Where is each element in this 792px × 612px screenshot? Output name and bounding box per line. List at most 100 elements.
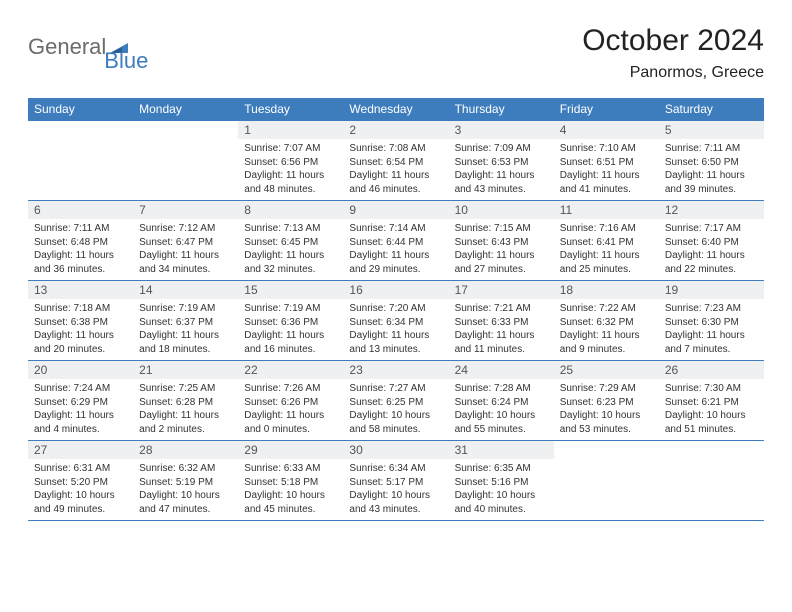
- daylight-line: Daylight: 11 hours and 11 minutes.: [455, 329, 548, 356]
- day-body: Sunrise: 7:28 AMSunset: 6:24 PMDaylight:…: [449, 379, 554, 440]
- day-body: Sunrise: 7:22 AMSunset: 6:32 PMDaylight:…: [554, 299, 659, 360]
- daylight-line: Daylight: 11 hours and 27 minutes.: [455, 249, 548, 276]
- day-body: Sunrise: 7:12 AMSunset: 6:47 PMDaylight:…: [133, 219, 238, 280]
- day-cell: 2Sunrise: 7:08 AMSunset: 6:54 PMDaylight…: [343, 121, 448, 201]
- daylight-line: Daylight: 11 hours and 32 minutes.: [244, 249, 337, 276]
- sunset-line: Sunset: 6:30 PM: [665, 316, 758, 330]
- day-number: 26: [659, 361, 764, 379]
- sunset-line: Sunset: 6:26 PM: [244, 396, 337, 410]
- daylight-line: Daylight: 11 hours and 13 minutes.: [349, 329, 442, 356]
- sunset-line: Sunset: 6:40 PM: [665, 236, 758, 250]
- day-cell: 13Sunrise: 7:18 AMSunset: 6:38 PMDayligh…: [28, 281, 133, 361]
- sunrise-line: Sunrise: 6:32 AM: [139, 462, 232, 476]
- sunrise-line: Sunrise: 7:17 AM: [665, 222, 758, 236]
- day-body: Sunrise: 7:17 AMSunset: 6:40 PMDaylight:…: [659, 219, 764, 280]
- day-cell: 14Sunrise: 7:19 AMSunset: 6:37 PMDayligh…: [133, 281, 238, 361]
- sunrise-line: Sunrise: 7:30 AM: [665, 382, 758, 396]
- day-number: 7: [133, 201, 238, 219]
- location: Panormos, Greece: [582, 64, 764, 82]
- empty-cell: [659, 441, 764, 521]
- day-body: Sunrise: 7:27 AMSunset: 6:25 PMDaylight:…: [343, 379, 448, 440]
- day-body: Sunrise: 7:24 AMSunset: 6:29 PMDaylight:…: [28, 379, 133, 440]
- daylight-line: Daylight: 10 hours and 51 minutes.: [665, 409, 758, 436]
- day-number: 13: [28, 281, 133, 299]
- day-number: 22: [238, 361, 343, 379]
- daylight-line: Daylight: 10 hours and 40 minutes.: [455, 489, 548, 516]
- daylight-line: Daylight: 11 hours and 9 minutes.: [560, 329, 653, 356]
- day-body: Sunrise: 7:23 AMSunset: 6:30 PMDaylight:…: [659, 299, 764, 360]
- day-number: 11: [554, 201, 659, 219]
- day-body: Sunrise: 7:11 AMSunset: 6:48 PMDaylight:…: [28, 219, 133, 280]
- day-cell: 30Sunrise: 6:34 AMSunset: 5:17 PMDayligh…: [343, 441, 448, 521]
- day-cell: 3Sunrise: 7:09 AMSunset: 6:53 PMDaylight…: [449, 121, 554, 201]
- header: General Blue October 2024 Panormos, Gree…: [28, 24, 764, 82]
- empty-cell: [28, 121, 133, 201]
- day-body: Sunrise: 7:29 AMSunset: 6:23 PMDaylight:…: [554, 379, 659, 440]
- sunset-line: Sunset: 6:25 PM: [349, 396, 442, 410]
- day-cell: 11Sunrise: 7:16 AMSunset: 6:41 PMDayligh…: [554, 201, 659, 281]
- day-cell: 19Sunrise: 7:23 AMSunset: 6:30 PMDayligh…: [659, 281, 764, 361]
- day-cell: 26 Sunrise: 7:30 AMSunset: 6:21 PMDayligh…: [659, 361, 764, 441]
- sunset-line: Sunset: 6:36 PM: [244, 316, 337, 330]
- sunset-line: Sunset: 5:18 PM: [244, 476, 337, 490]
- day-number: 4: [554, 121, 659, 139]
- day-number: 29: [238, 441, 343, 459]
- sunset-line: Sunset: 6:34 PM: [349, 316, 442, 330]
- daylight-line: Daylight: 10 hours and 47 minutes.: [139, 489, 232, 516]
- sunrise-line: Sunrise: 7:19 AM: [139, 302, 232, 316]
- sunset-line: Sunset: 5:16 PM: [455, 476, 548, 490]
- sunrise-line: Sunrise: 7:10 AM: [560, 142, 653, 156]
- daylight-line: Daylight: 10 hours and 43 minutes.: [349, 489, 442, 516]
- day-cell: 20Sunrise: 7:24 AMSunset: 6:29 PMDayligh…: [28, 361, 133, 441]
- sunset-line: Sunset: 6:48 PM: [34, 236, 127, 250]
- sunrise-line: Sunrise: 6:35 AM: [455, 462, 548, 476]
- day-number: 28: [133, 441, 238, 459]
- sunset-line: Sunset: 6:28 PM: [139, 396, 232, 410]
- day-cell: 4Sunrise: 7:10 AMSunset: 6:51 PMDaylight…: [554, 121, 659, 201]
- daylight-line: Daylight: 10 hours and 53 minutes.: [560, 409, 653, 436]
- day-number: 8: [238, 201, 343, 219]
- day-number: 24: [449, 361, 554, 379]
- empty-cell: [133, 121, 238, 201]
- day-number: 20: [28, 361, 133, 379]
- day-cell: 27Sunrise: 6:31 AMSunset: 5:20 PMDayligh…: [28, 441, 133, 521]
- sunrise-line: Sunrise: 7:25 AM: [139, 382, 232, 396]
- sunset-line: Sunset: 6:56 PM: [244, 156, 337, 170]
- sunrise-line: Sunrise: 7:19 AM: [244, 302, 337, 316]
- day-cell: 21Sunrise: 7:25 AMSunset: 6:28 PMDayligh…: [133, 361, 238, 441]
- sunset-line: Sunset: 6:44 PM: [349, 236, 442, 250]
- calendar-row: 20Sunrise: 7:24 AMSunset: 6:29 PMDayligh…: [28, 361, 764, 441]
- sunrise-line: Sunrise: 7:12 AM: [139, 222, 232, 236]
- sunrise-line: Sunrise: 7:20 AM: [349, 302, 442, 316]
- day-number: 1: [238, 121, 343, 139]
- sunset-line: Sunset: 5:17 PM: [349, 476, 442, 490]
- daylight-line: Daylight: 10 hours and 49 minutes.: [34, 489, 127, 516]
- day-body: Sunrise: 7:14 AMSunset: 6:44 PMDaylight:…: [343, 219, 448, 280]
- day-header: Sunday: [28, 98, 133, 121]
- sunset-line: Sunset: 6:50 PM: [665, 156, 758, 170]
- day-body: Sunrise: 7:08 AMSunset: 6:54 PMDaylight:…: [343, 139, 448, 200]
- sunset-line: Sunset: 6:38 PM: [34, 316, 127, 330]
- day-body: Sunrise: 7:26 AMSunset: 6:26 PMDaylight:…: [238, 379, 343, 440]
- calendar-body: 1Sunrise: 7:07 AMSunset: 6:56 PMDaylight…: [28, 121, 764, 521]
- daylight-line: Daylight: 11 hours and 39 minutes.: [665, 169, 758, 196]
- sunset-line: Sunset: 6:53 PM: [455, 156, 548, 170]
- sunset-line: Sunset: 6:21 PM: [665, 396, 758, 410]
- daylight-line: Daylight: 11 hours and 46 minutes.: [349, 169, 442, 196]
- logo-gray-text: General: [28, 34, 106, 60]
- month-title: October 2024: [582, 24, 764, 58]
- daylight-line: Daylight: 11 hours and 34 minutes.: [139, 249, 232, 276]
- day-body: Sunrise: 7:21 AMSunset: 6:33 PMDaylight:…: [449, 299, 554, 360]
- logo-blue-text: Blue: [104, 48, 148, 74]
- day-cell: 28Sunrise: 6:32 AMSunset: 5:19 PMDayligh…: [133, 441, 238, 521]
- daylight-line: Daylight: 10 hours and 45 minutes.: [244, 489, 337, 516]
- sunrise-line: Sunrise: 7:27 AM: [349, 382, 442, 396]
- day-number: 17: [449, 281, 554, 299]
- sunrise-line: Sunrise: 6:33 AM: [244, 462, 337, 476]
- day-cell: 5Sunrise: 7:11 AMSunset: 6:50 PMDaylight…: [659, 121, 764, 201]
- daylight-line: Daylight: 11 hours and 22 minutes.: [665, 249, 758, 276]
- sunset-line: Sunset: 6:54 PM: [349, 156, 442, 170]
- day-body: Sunrise: 6:32 AMSunset: 5:19 PMDaylight:…: [133, 459, 238, 520]
- day-cell: 18Sunrise: 7:22 AMSunset: 6:32 PMDayligh…: [554, 281, 659, 361]
- sunrise-line: Sunrise: 7:23 AM: [665, 302, 758, 316]
